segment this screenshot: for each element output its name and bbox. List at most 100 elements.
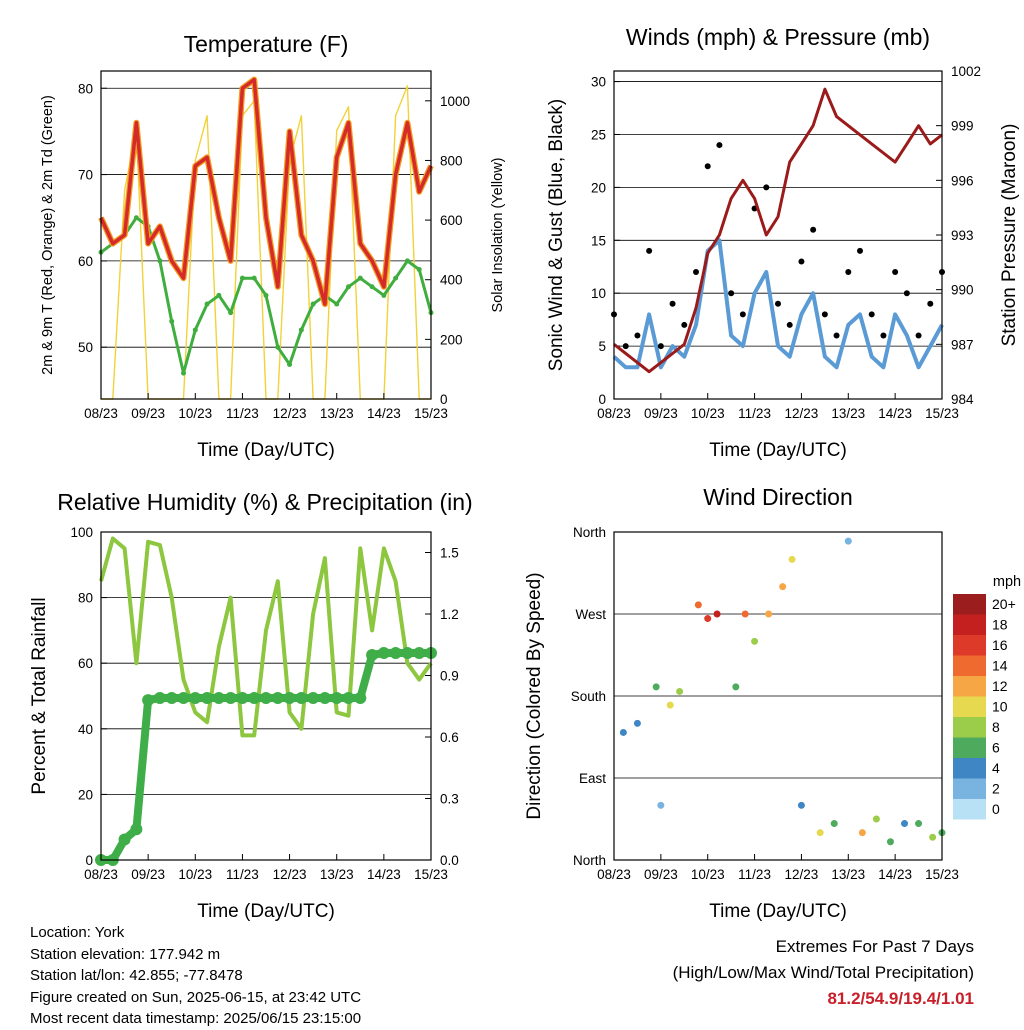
wind-direction-point	[676, 687, 684, 695]
direction-y-axis-label: Direction (Colored By Speed)	[524, 572, 545, 819]
gust-point	[880, 332, 887, 339]
wind-direction-point	[765, 610, 773, 618]
location-text: Location: York	[30, 924, 125, 941]
precipitation-point	[224, 692, 237, 705]
gust-point	[646, 247, 653, 254]
wind-direction-point	[872, 815, 880, 823]
gust-point	[634, 332, 641, 339]
rh-precip-title: Relative Humidity (%) & Precipitation (i…	[57, 489, 472, 515]
gust-point	[915, 332, 922, 339]
wind-direction-point	[751, 637, 759, 645]
dewpoint-point	[381, 292, 387, 298]
panel-2-x-tick-label: 14/23	[878, 406, 912, 421]
panel-2-y2-tick-label: 999	[951, 119, 974, 134]
panel-2-x-tick-label: 09/23	[644, 406, 678, 421]
precipitation-point	[177, 692, 190, 705]
precipitation-point	[295, 692, 308, 705]
legend-swatch	[953, 614, 986, 635]
legend-label: 12	[992, 678, 1008, 694]
legend-label: 14	[992, 658, 1008, 674]
legend-label: 6	[992, 740, 1000, 756]
panel-2-y-tick-label: 0	[598, 392, 606, 407]
panel-1-x-tick-label: 12/23	[273, 406, 307, 421]
panel-3-y-tick-label: 0	[85, 853, 93, 868]
panel-1-y2-tick-label: 800	[440, 153, 463, 168]
panel-4-y-tick-label: North	[573, 525, 606, 540]
panel-2-x-axis-label: Time (Day/UTC)	[709, 440, 847, 461]
panel-4-y-tick-label: South	[571, 689, 606, 704]
panel-2-y2-tick-label: 987	[951, 337, 974, 352]
dewpoint-point	[416, 267, 422, 273]
panel-2-y2-tick-label: 993	[951, 228, 974, 243]
panel-3-y-tick-label: 20	[78, 787, 93, 802]
gust-point	[903, 290, 910, 297]
legend-swatch	[953, 676, 986, 697]
dewpoint-point	[157, 258, 163, 264]
legend-label: 20+	[992, 596, 1016, 612]
precipitation-point	[165, 692, 178, 705]
gust-point	[728, 290, 735, 297]
panel-2-y2-tick-label: 996	[951, 173, 974, 188]
precipitation-point	[130, 823, 143, 836]
precipitation-line	[101, 649, 431, 864]
dewpoint-point	[169, 318, 175, 324]
panel-3-x-tick-label: 08/23	[84, 867, 118, 882]
dewpoint-point	[393, 275, 399, 281]
panel-1-y2-tick-label: 200	[440, 332, 463, 347]
legend-swatch	[953, 717, 986, 738]
wind-direction-point	[666, 701, 674, 709]
panel-3-y-tick-label: 40	[78, 722, 93, 737]
panel-2-y-tick-label: 5	[598, 339, 606, 354]
dewpoint-point	[251, 275, 257, 281]
legend-swatch	[953, 737, 986, 758]
temperature-title: Temperature (F)	[184, 31, 349, 57]
gust-point	[786, 321, 793, 328]
gust-point	[716, 142, 723, 149]
panel-2-x-tick-label: 13/23	[831, 406, 865, 421]
wind-direction-point	[652, 683, 660, 691]
legend-swatch	[953, 758, 986, 779]
precipitation-point	[283, 692, 296, 705]
dewpoint-point	[239, 275, 245, 281]
wind-direction-point	[779, 583, 787, 591]
panel-4-y-tick-label: West	[575, 607, 606, 622]
extremes-box: Extremes For Past 7 Days (High/Low/Max W…	[673, 934, 974, 1012]
gust-point	[821, 311, 828, 318]
panel-1-y-tick-label: 50	[78, 340, 93, 355]
gust-point	[657, 343, 664, 350]
gust-point	[693, 269, 699, 276]
legend-swatch	[953, 635, 986, 656]
precipitation-point	[318, 692, 331, 705]
dewpoint-point	[298, 327, 304, 333]
panel-1-y-tick-label: 70	[78, 168, 93, 183]
wind-direction-point	[741, 610, 749, 618]
legend-swatch	[953, 655, 986, 676]
panel-1-x-tick-label: 14/23	[367, 406, 401, 421]
dewpoint-point	[204, 301, 210, 307]
panel-2-y2-tick-label: 1002	[951, 64, 981, 79]
panel-3-x-tick-label: 15/23	[414, 867, 448, 882]
panel-4-x-tick-label: 11/23	[738, 867, 771, 882]
gust-point	[622, 343, 629, 350]
panel-3-x-tick-label: 12/23	[273, 867, 307, 882]
wind-direction-point	[816, 829, 824, 837]
panel-1-y2-tick-label: 0	[440, 392, 448, 407]
legend-label: 16	[992, 637, 1008, 653]
precipitation-point	[260, 692, 272, 705]
gust-point	[681, 321, 688, 328]
wind-direction-title: Wind Direction	[703, 484, 853, 510]
wind-direction-point	[704, 615, 712, 623]
panel-3-y2-tick-label: 1.5	[440, 546, 459, 561]
gust-point	[927, 300, 934, 307]
dewpoint-point	[181, 370, 186, 376]
precipitation-point	[389, 646, 402, 659]
panel-1-frame	[100, 70, 432, 400]
legend-label: 0	[992, 801, 1000, 817]
legend-label: 4	[992, 760, 1000, 776]
panel-3-x-tick-label: 09/23	[131, 867, 165, 882]
panel-2-y-tick-label: 25	[591, 127, 606, 142]
panel-3-y-tick-label: 100	[70, 525, 93, 540]
gust-point	[845, 269, 852, 276]
panel-1-y2-tick-label: 400	[440, 273, 463, 288]
